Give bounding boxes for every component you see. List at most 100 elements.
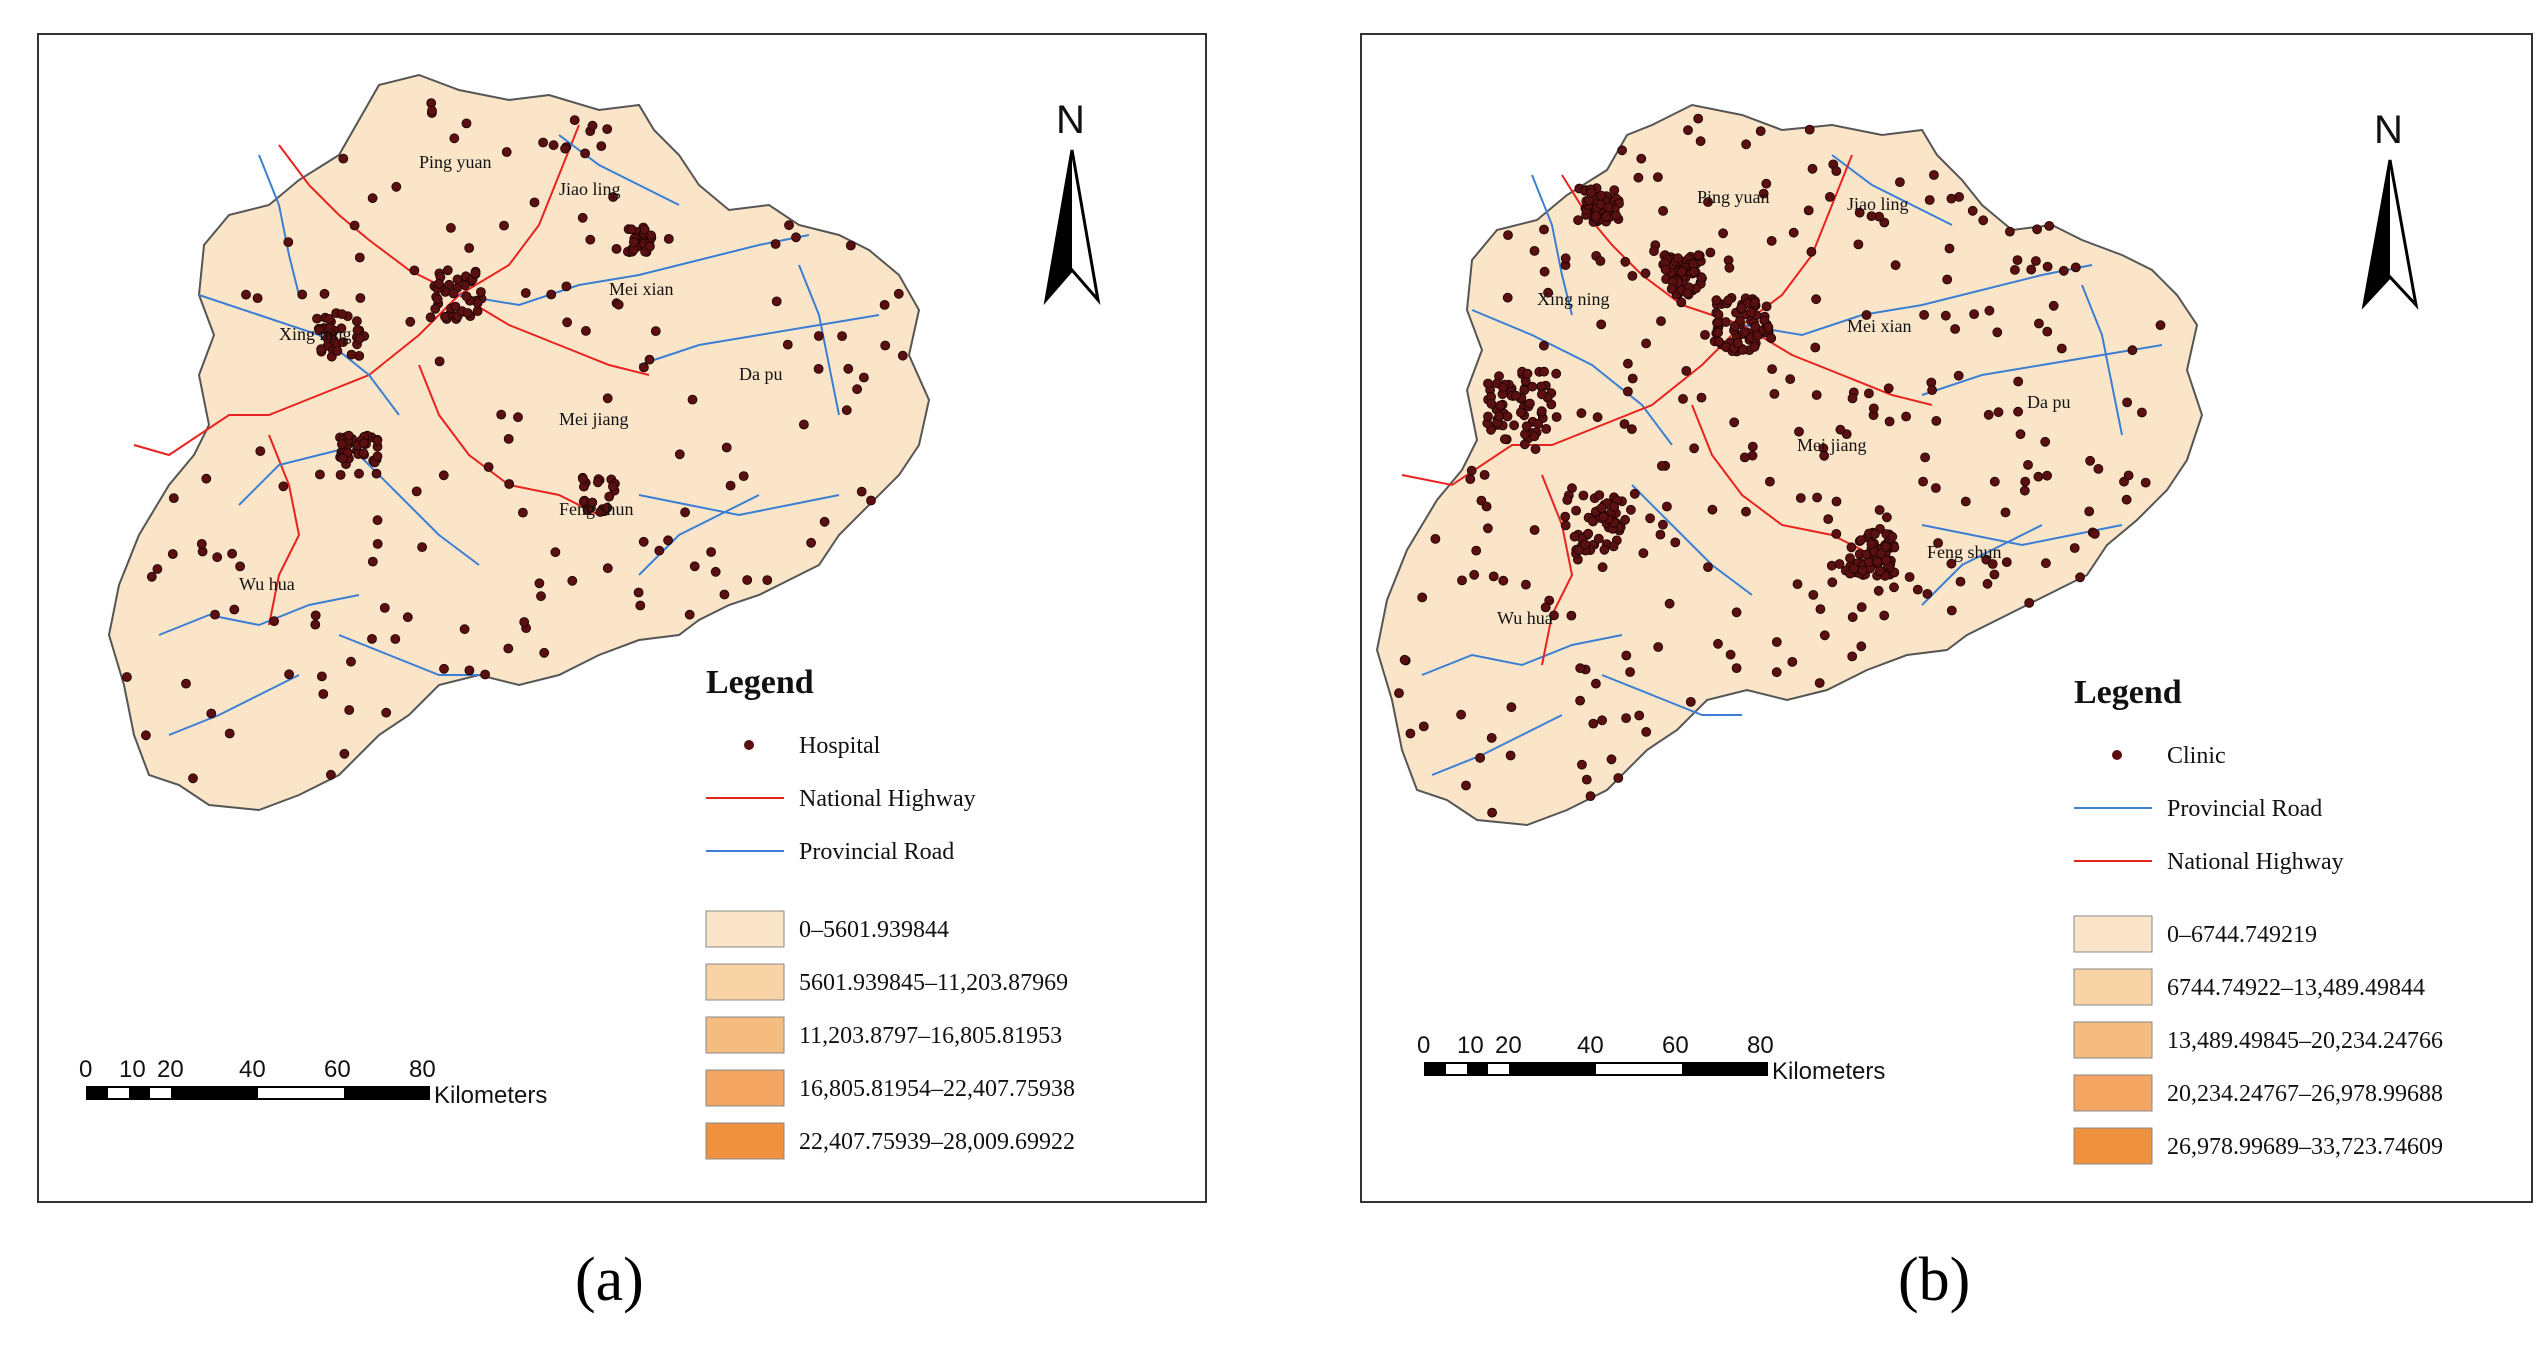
facility-dot	[1788, 227, 1799, 238]
facility-dot	[1942, 274, 1953, 285]
facility-dot	[442, 265, 453, 276]
facility-dot	[1737, 344, 1748, 355]
facility-dot	[367, 634, 377, 644]
facility-dot	[587, 497, 598, 508]
legend-item-clinic: Clinic	[2167, 743, 2226, 769]
facility-dot	[122, 672, 132, 682]
region-label-mei-jiang: Mei jiang	[559, 409, 629, 429]
facility-dot	[1645, 513, 1656, 524]
scale-tick-40: 40	[239, 1056, 266, 1083]
road-line	[798, 264, 840, 416]
facility-dot	[339, 748, 350, 759]
north-arrow: N	[2361, 108, 2419, 310]
facility-dot	[770, 239, 781, 249]
facility-dot	[1810, 342, 1821, 353]
facility-dot	[372, 451, 383, 462]
facility-dot	[2005, 226, 2015, 237]
facility-dot	[1598, 511, 1609, 522]
scale-tick-80: 80	[1747, 1032, 1774, 1059]
facility-dot	[371, 468, 382, 479]
facility-dot	[322, 333, 333, 344]
facility-dot	[1856, 641, 1867, 652]
facility-dot	[316, 671, 327, 682]
facility-dot	[1992, 327, 2003, 338]
facility-dot	[1633, 172, 1644, 183]
facility-dot	[1713, 638, 1723, 649]
facility-dot	[1465, 474, 1476, 485]
facility-dot	[1944, 243, 1955, 254]
facility-dot	[2000, 507, 2011, 518]
facility-dot	[1808, 590, 1819, 600]
facility-dot	[2032, 224, 2042, 235]
facility-dot	[1578, 490, 1589, 501]
facility-dot	[1551, 368, 1562, 379]
class-swatch-4	[705, 1069, 785, 1107]
facility-dot	[1795, 493, 1806, 503]
facility-dot	[1746, 307, 1756, 318]
road-line	[158, 594, 360, 636]
facility-dot	[358, 448, 369, 459]
facility-dot	[1713, 327, 1724, 338]
facility-dot	[1713, 309, 1724, 320]
region-label-ping-yuan: Ping yuan	[419, 152, 492, 172]
facility-dot	[663, 233, 674, 244]
facility-dot	[312, 313, 322, 324]
facility-dot	[1918, 476, 1928, 487]
facility-dot	[1882, 512, 1892, 523]
facility-dot	[1541, 423, 1552, 434]
facility-dot	[1689, 267, 1700, 277]
facility-dot	[1831, 166, 1842, 177]
facility-dot	[1596, 319, 1607, 330]
facility-dot	[1967, 205, 1978, 216]
facility-dot	[644, 354, 655, 365]
map-panel-a: Ping yuan Jiao ling Xing ning Mei xian D…	[37, 33, 1207, 1203]
legend-title: Legend	[706, 664, 814, 701]
facility-dot	[367, 556, 378, 567]
facility-dot	[1811, 294, 1822, 305]
class-label-3: 13,489.49845–20,234.24766	[2167, 1028, 2443, 1054]
facility-dot	[602, 393, 613, 404]
class-swatch-2	[2073, 968, 2153, 1006]
road-line	[1921, 524, 2043, 606]
facility-dot	[319, 288, 330, 299]
facility-dot	[1873, 585, 1884, 596]
facility-dot	[813, 363, 824, 374]
facility-dot	[367, 193, 378, 204]
class-swatch-1	[2073, 915, 2153, 953]
facility-dot	[1731, 663, 1742, 673]
facility-dot	[417, 542, 428, 552]
caption-a: (a)	[575, 1246, 644, 1314]
facility-dot	[608, 192, 618, 202]
facility-dot	[1960, 496, 1971, 507]
facility-dot	[782, 339, 793, 350]
facility-dot	[1660, 264, 1671, 275]
facility-dot	[721, 442, 732, 453]
facility-dot	[771, 296, 782, 307]
facility-dot	[1681, 365, 1692, 376]
facility-dot	[1847, 393, 1858, 404]
facility-dot	[2031, 256, 2041, 266]
facility-dot	[738, 471, 749, 482]
facility-dot	[1811, 390, 1822, 400]
road-line	[1471, 309, 1673, 446]
facility-dot	[1530, 444, 1541, 455]
facility-dot	[1673, 253, 1683, 264]
facility-dot	[405, 316, 416, 327]
facility-dot	[1731, 607, 1742, 618]
facility-dot	[1641, 338, 1652, 349]
facility-dot	[427, 105, 437, 116]
facility-dot	[1656, 460, 1667, 471]
facility-dot	[1622, 386, 1633, 397]
facility-dot	[241, 289, 251, 300]
facility-dot	[538, 137, 549, 148]
facility-dot	[168, 493, 179, 504]
facility-dot	[1471, 545, 1482, 556]
facility-dot	[310, 610, 321, 621]
facility-dot	[2042, 261, 2053, 272]
facility-dot	[2023, 459, 2033, 470]
caption-b: (b)	[1898, 1246, 1971, 1314]
facility-dot	[1529, 245, 1540, 256]
road-line	[338, 634, 479, 676]
facility-dot	[1929, 170, 1939, 180]
facility-dot	[529, 197, 540, 208]
